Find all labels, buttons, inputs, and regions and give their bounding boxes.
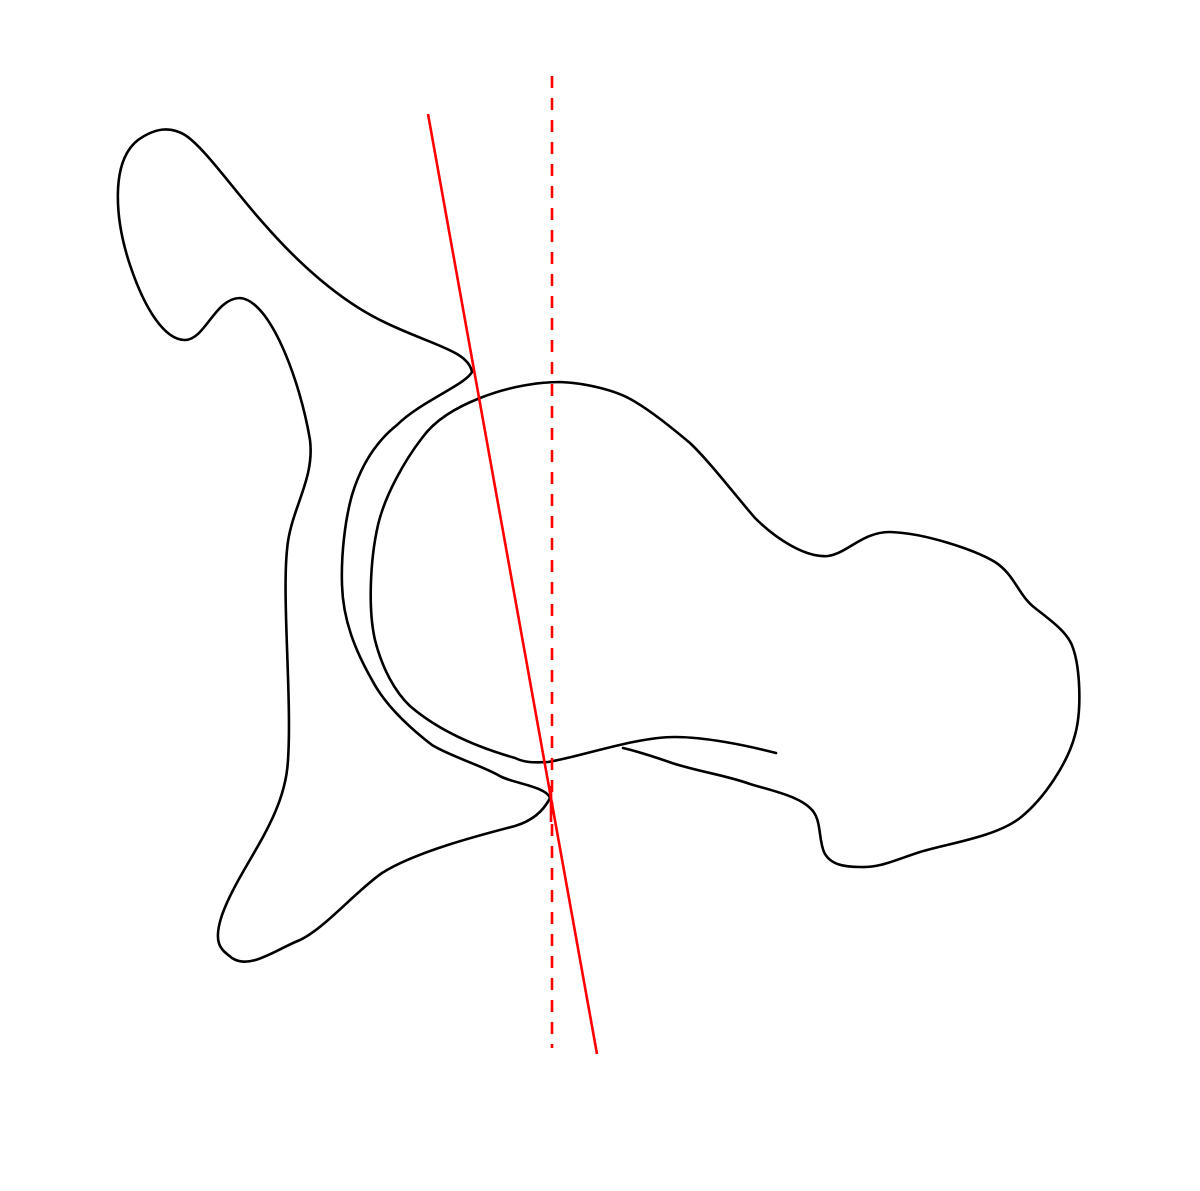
tilted-axis-line — [426, 113, 599, 1055]
pelvis-outline — [116, 128, 552, 964]
femoral-head-outline — [369, 396, 778, 764]
femur-outline — [478, 380, 1081, 869]
